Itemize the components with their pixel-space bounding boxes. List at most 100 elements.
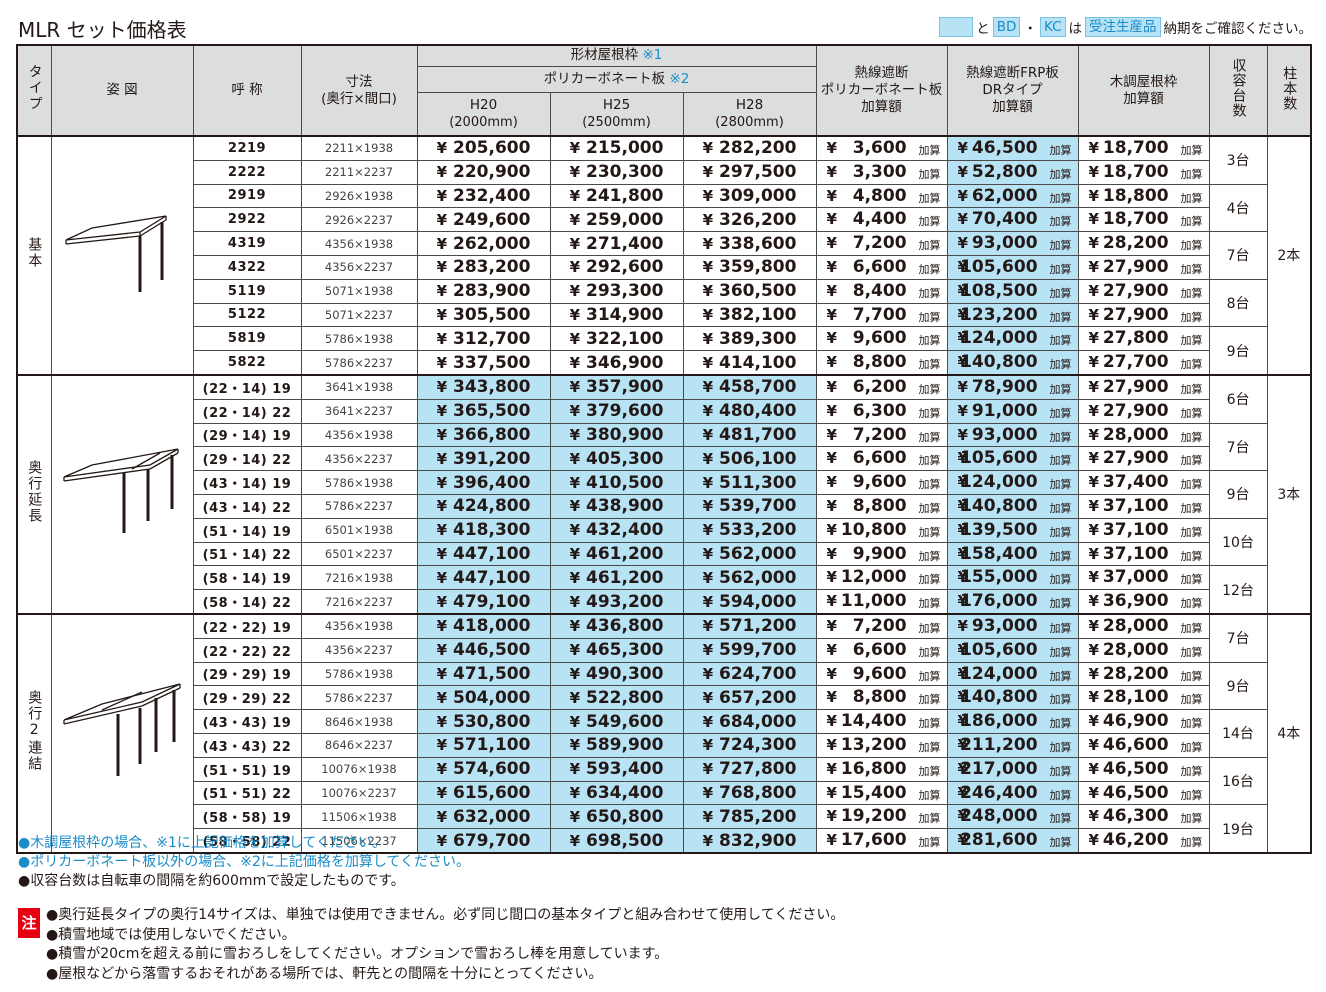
- price-h25: ¥357,900: [549, 373, 684, 400]
- header-type: タイプ: [16, 44, 52, 137]
- table-row: (22・14) 22 3641×2237 ¥365,500 ¥379,600 ¥480,…: [17, 398, 1311, 424]
- model-code: 2222: [192, 159, 302, 185]
- price-h28: ¥506,100: [682, 446, 817, 472]
- wood-add: ¥36,900 加算: [1077, 589, 1210, 615]
- model-code: 2922: [192, 207, 302, 233]
- heat-add: ¥16,800 加算: [815, 756, 948, 782]
- wood-add: ¥46,200 加算: [1077, 828, 1210, 854]
- model-code: (43・43) 19: [192, 709, 302, 734]
- dimension: 2211×2237: [300, 159, 418, 185]
- price-h25: ¥549,600: [549, 709, 684, 734]
- heat-add: ¥6,600 加算: [815, 254, 948, 280]
- model-code: (43・14) 19: [192, 470, 302, 495]
- price-h25: ¥293,300: [549, 278, 684, 304]
- heat-add: ¥7,200 加算: [815, 422, 948, 448]
- post-count: 4本: [1266, 612, 1312, 854]
- wood-add: ¥27,900 加算: [1077, 398, 1210, 424]
- table-row: (51・14) 19 6501×1938 ¥418,300 ¥432,400 ¥533,…: [17, 517, 1311, 567]
- frp-add: ¥93,000 加算: [946, 231, 1079, 256]
- frp-add: ¥124,000 加算: [946, 661, 1079, 687]
- model-code: (51・14) 19: [192, 517, 302, 543]
- frp-add: ¥186,000 加算: [946, 709, 1079, 734]
- table-row: (43・14) 19 5786×1938 ¥396,400 ¥410,500 ¥511,…: [17, 470, 1311, 519]
- price-h28: ¥768,800: [682, 780, 817, 806]
- header-name: 呼 称: [192, 44, 302, 137]
- dimension: 4356×2237: [300, 446, 418, 472]
- price-h25: ¥461,200: [549, 565, 684, 591]
- price-h28: ¥594,000: [682, 589, 817, 615]
- price-h25: ¥493,200: [549, 589, 684, 615]
- header-capacity: 収容台数: [1208, 44, 1268, 137]
- frp-add: ¥123,200 加算: [946, 302, 1079, 328]
- heat-add: ¥9,600 加算: [815, 661, 948, 687]
- price-h20: ¥679,700: [416, 828, 551, 854]
- table-row: (29・14) 22 4356×2237 ¥391,200 ¥405,300 ¥506,…: [17, 446, 1311, 472]
- wood-add: ¥28,200 加算: [1077, 231, 1210, 256]
- table-row: 5822 5786×2237 ¥337,500 ¥346,900 ¥414,100 ¥8,…: [17, 350, 1311, 376]
- table-row: 4319 4356×1938 ¥262,000 ¥271,400 ¥338,600 ¥7,…: [17, 231, 1311, 280]
- frp-add: ¥211,200 加算: [946, 732, 1079, 758]
- price-h20: ¥615,600: [416, 780, 551, 806]
- table-row: (51・14) 22 6501×2237 ¥447,100 ¥461,200 ¥562,…: [17, 541, 1311, 567]
- price-h28: ¥480,400: [682, 398, 817, 424]
- model-code: 2919: [192, 183, 302, 209]
- wood-add: ¥37,000 加算: [1077, 565, 1210, 591]
- price-h25: ¥241,800: [549, 183, 684, 209]
- price-h28: ¥481,700: [682, 422, 817, 448]
- frp-add: ¥105,600 加算: [946, 254, 1079, 280]
- price-h20: ¥366,800: [416, 422, 551, 448]
- price-h28: ¥624,700: [682, 661, 817, 687]
- legend-and: と: [976, 21, 990, 37]
- price-h20: ¥504,000: [416, 685, 551, 711]
- wood-add: ¥27,900 加算: [1077, 446, 1210, 472]
- wood-add: ¥18,700 加算: [1077, 159, 1210, 185]
- wood-add: ¥46,500 加算: [1077, 780, 1210, 806]
- model-code: 5122: [192, 302, 302, 328]
- table-row: 2222 2211×2237 ¥220,900 ¥230,300 ¥297,500 ¥3,…: [17, 159, 1311, 185]
- dimension: 5786×1938: [300, 661, 418, 687]
- heat-add: ¥8,800 加算: [815, 685, 948, 711]
- wood-add: ¥46,300 加算: [1077, 804, 1210, 830]
- wood-add: ¥46,600 加算: [1077, 732, 1210, 758]
- heat-add: ¥9,600 加算: [815, 326, 948, 352]
- wood-add: ¥18,700 加算: [1077, 134, 1210, 161]
- product-figure: [50, 373, 194, 615]
- price-h20: ¥418,000: [416, 612, 551, 639]
- model-code: 2219: [192, 134, 302, 161]
- model-code: (22・22) 22: [192, 637, 302, 663]
- type-cell: 奥行2連結: [16, 612, 52, 854]
- price-h25: ¥490,300: [549, 661, 684, 687]
- capacity: 6台: [1208, 373, 1268, 424]
- price-h20: ¥446,500: [416, 637, 551, 663]
- heat-add: ¥8,400 加算: [815, 278, 948, 304]
- dimension: 4356×2237: [300, 637, 418, 663]
- heat-add: ¥4,400 加算: [815, 207, 948, 233]
- price-h28: ¥684,000: [682, 709, 817, 734]
- wood-add: ¥27,900 加算: [1077, 302, 1210, 328]
- model-code: 5119: [192, 278, 302, 304]
- model-code: 4322: [192, 254, 302, 280]
- heat-add: ¥13,200 加算: [815, 732, 948, 758]
- heat-add: ¥15,400 加算: [815, 780, 948, 806]
- header-dimension: 寸法 (奥行×間口): [300, 44, 418, 137]
- wood-add: ¥27,900 加算: [1077, 278, 1210, 304]
- header-frame: 形材屋根枠 ※1: [416, 44, 817, 67]
- price-h28: ¥511,300: [682, 470, 817, 495]
- type-cell: 奥行延長: [16, 373, 52, 615]
- wood-add: ¥46,900 加算: [1077, 709, 1210, 734]
- heat-add: ¥17,600 加算: [815, 828, 948, 854]
- frp-add: ¥62,000 加算: [946, 183, 1079, 209]
- wood-add: ¥37,100 加算: [1077, 493, 1210, 519]
- caution-item: ●積雪が20cmを超える前に雪おろしをしてください。オプションで雪おろし棒を用意…: [46, 946, 669, 962]
- table-row: 2919 2926×1938 ¥232,400 ¥241,800 ¥309,000 ¥4,…: [17, 183, 1311, 233]
- dimension: 4356×2237: [300, 254, 418, 280]
- price-h20: ¥424,800: [416, 493, 551, 519]
- made-to-order-tag: 受注生産品: [1085, 17, 1161, 37]
- dimension: 7216×2237: [300, 589, 418, 615]
- price-h20: ¥305,500: [416, 302, 551, 328]
- capacity: 7台: [1208, 231, 1268, 280]
- heat-add: ¥7,200 加算: [815, 231, 948, 256]
- model-code: (58・58) 19: [192, 804, 302, 830]
- capacity: 14台: [1208, 709, 1268, 758]
- price-h28: ¥338,600: [682, 231, 817, 256]
